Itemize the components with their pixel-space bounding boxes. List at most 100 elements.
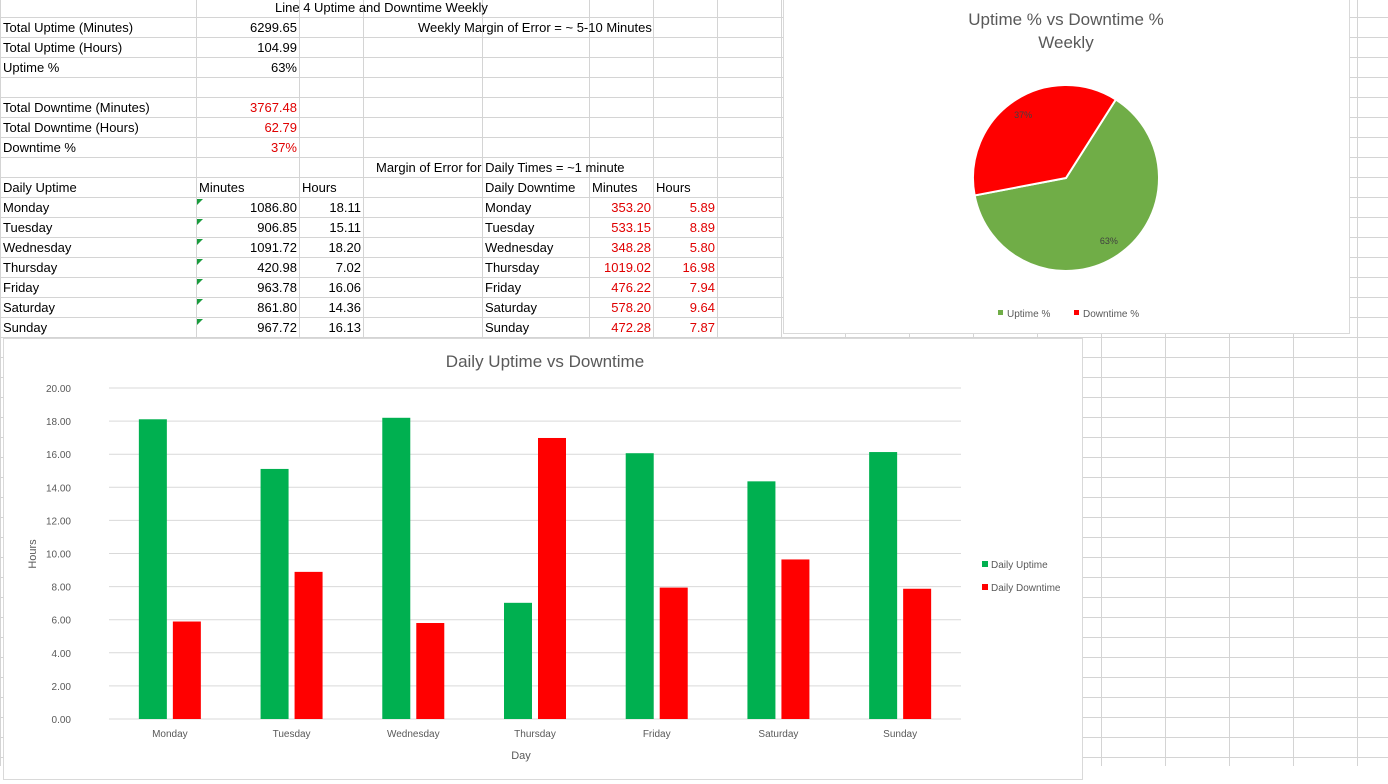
- summary-value: 6299.65: [250, 20, 297, 35]
- uptime-day-cell: Thursday: [3, 260, 58, 275]
- uptime-minutes-cell: 1091.72: [250, 240, 297, 255]
- downtime-minutes-cell: 476.22: [611, 280, 651, 295]
- uptime-minutes-cell: 1086.80: [250, 200, 297, 215]
- summary-label: Downtime %: [3, 140, 76, 155]
- uptime-day-cell: Friday: [3, 280, 40, 295]
- downtime-minutes-cell: 578.20: [611, 300, 651, 315]
- sheet-title: Line 4 Uptime and Downtime Weekly: [275, 0, 488, 15]
- x-tick-label: Friday: [643, 729, 671, 740]
- summary-label: Uptime %: [3, 60, 60, 75]
- pie-slice-uptime[interactable]: [973, 98, 1160, 272]
- bar-chart-title: Daily Uptime vs Downtime: [446, 352, 644, 371]
- downtime-day-cell: Sunday: [485, 320, 530, 335]
- summary-value: 3767.48: [250, 100, 297, 115]
- uptime-bar[interactable]: [504, 602, 532, 719]
- error-indicator-icon: [197, 199, 203, 205]
- uptime-bar[interactable]: [747, 481, 776, 719]
- uptime-hours-cell: 18.11: [329, 200, 361, 215]
- downtime-hours-cell: 8.89: [689, 220, 715, 235]
- y-tick-label: 16.00: [46, 450, 71, 461]
- legend-label: Daily Uptime: [991, 560, 1048, 571]
- x-tick-label: Monday: [152, 729, 188, 740]
- uptime-bar[interactable]: [382, 417, 411, 719]
- y-tick-label: 2.00: [52, 682, 72, 693]
- downtime-bar[interactable]: [172, 621, 201, 719]
- uptime-hours-cell: 16.06: [328, 280, 361, 295]
- summary-label: Total Uptime (Minutes): [3, 20, 134, 35]
- y-tick-label: 4.00: [52, 649, 72, 660]
- pie-chart-title: Uptime % vs Downtime %: [968, 10, 1164, 29]
- daily-margin-note: Margin of Error for Daily Times = ~1 min…: [376, 160, 625, 175]
- uptime-minutes-cell: 967.72: [257, 320, 297, 335]
- summary-value: 62.79: [264, 120, 297, 135]
- downtime-day-cell: Friday: [485, 280, 522, 295]
- uptime-minutes-cell: 906.85: [257, 220, 297, 235]
- downtime-day-cell: Saturday: [485, 300, 538, 315]
- uptime-bar[interactable]: [625, 453, 654, 719]
- downtime-table-header: Hours: [656, 180, 691, 195]
- pie-data-label: 63%: [1100, 236, 1118, 246]
- downtime-day-cell: Tuesday: [485, 220, 535, 235]
- x-tick-label: Tuesday: [273, 729, 311, 740]
- bar-chart[interactable]: Daily Uptime vs Downtime Day Hours 0.00 2…: [3, 338, 1083, 780]
- downtime-minutes-cell: 348.28: [611, 240, 651, 255]
- summary-label: Total Uptime (Hours): [3, 40, 123, 55]
- x-tick-label: Thursday: [514, 729, 556, 740]
- legend-swatch: [982, 561, 988, 567]
- downtime-bar[interactable]: [416, 623, 445, 719]
- legend-label: Uptime %: [1007, 309, 1050, 320]
- legend-swatch: [998, 310, 1003, 315]
- downtime-day-cell: Wednesday: [485, 240, 554, 255]
- downtime-hours-cell: 7.94: [689, 280, 715, 295]
- downtime-hours-cell: 7.87: [689, 320, 715, 335]
- legend-label: Downtime %: [1083, 309, 1139, 320]
- uptime-day-cell: Tuesday: [3, 220, 53, 235]
- downtime-table-header: Minutes: [592, 180, 638, 195]
- summary-label: Total Downtime (Hours): [3, 120, 139, 135]
- downtime-bar[interactable]: [538, 437, 566, 719]
- uptime-day-cell: Sunday: [3, 320, 48, 335]
- error-indicator-icon: [197, 239, 203, 245]
- uptime-table-header: Minutes: [199, 180, 245, 195]
- uptime-minutes-cell: 420.98: [257, 260, 297, 275]
- legend-swatch: [982, 584, 988, 590]
- downtime-hours-cell: 9.64: [689, 300, 715, 315]
- downtime-minutes-cell: 472.28: [611, 320, 651, 335]
- uptime-bar[interactable]: [869, 452, 898, 719]
- downtime-table-header: Daily Downtime: [485, 180, 576, 195]
- x-tick-label: Wednesday: [387, 729, 440, 740]
- uptime-table-header: Daily Uptime: [3, 180, 77, 195]
- downtime-minutes-cell: 353.20: [611, 200, 651, 215]
- downtime-day-cell: Monday: [485, 200, 532, 215]
- summary-value: 104.99: [257, 40, 297, 55]
- y-tick-label: 20.00: [46, 384, 71, 395]
- pie-slice-downtime[interactable]: [972, 84, 1118, 197]
- uptime-minutes-cell: 963.78: [257, 280, 297, 295]
- y-tick-label: 6.00: [52, 616, 72, 627]
- uptime-day-cell: Saturday: [3, 300, 56, 315]
- uptime-hours-cell: 14.36: [328, 300, 361, 315]
- weekly-margin-note: Weekly Margin of Error = ~ 5-10 Minutes: [418, 20, 652, 35]
- pie-data-label: 37%: [1014, 110, 1032, 120]
- downtime-hours-cell: 5.89: [689, 200, 715, 215]
- uptime-hours-cell: 18.20: [328, 240, 361, 255]
- error-indicator-icon: [197, 219, 203, 225]
- downtime-minutes-cell: 533.15: [611, 220, 651, 235]
- uptime-hours-cell: 15.11: [329, 220, 361, 235]
- bar-chart-svg: Daily Uptime vs Downtime Day Hours 0.00 2…: [27, 352, 1061, 762]
- pie-chart-title: Weekly: [1038, 33, 1094, 52]
- uptime-hours-cell: 16.13: [328, 320, 361, 335]
- pie-chart-svg: Uptime % vs Downtime % Weekly 63% 37% Upti…: [968, 10, 1164, 320]
- downtime-bar[interactable]: [659, 587, 688, 719]
- uptime-bar[interactable]: [260, 468, 289, 719]
- summary-value: 63%: [270, 60, 297, 75]
- pie-chart[interactable]: Uptime % vs Downtime % Weekly 63% 37% Upti…: [783, 0, 1350, 334]
- summary-label: Total Downtime (Minutes): [3, 100, 150, 115]
- downtime-bar[interactable]: [294, 571, 323, 719]
- downtime-minutes-cell: 1019.02: [604, 260, 651, 275]
- legend-label: Daily Downtime: [991, 583, 1061, 594]
- downtime-bar[interactable]: [903, 588, 932, 719]
- downtime-bar[interactable]: [781, 559, 810, 719]
- uptime-bar[interactable]: [138, 419, 167, 719]
- y-axis-label: Hours: [27, 539, 39, 569]
